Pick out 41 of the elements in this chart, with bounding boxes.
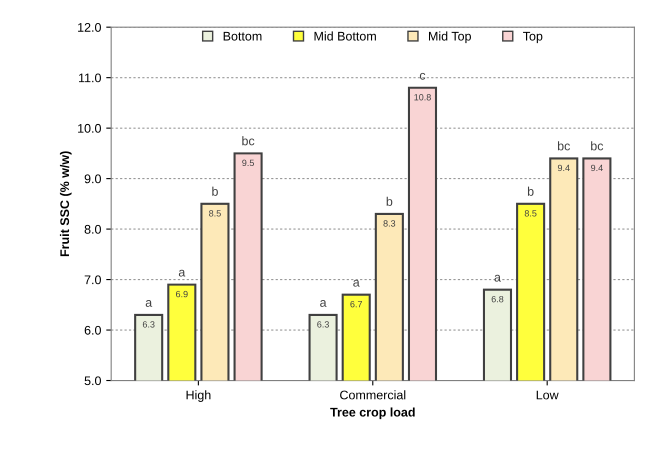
legend-label: Mid Bottom: [314, 31, 376, 41]
annotation: a: [178, 270, 186, 277]
x-axis-title: Tree crop load: [330, 407, 415, 420]
legend-label: Top: [523, 32, 542, 44]
annotation: b: [528, 186, 534, 196]
annotation: b: [212, 186, 218, 196]
data-label: 8.3: [383, 220, 396, 227]
annotation: bc: [591, 141, 604, 150]
y-tick-label: 7.0: [84, 275, 101, 284]
data-label: 6.3: [142, 321, 155, 328]
data-label: 9.5: [242, 160, 254, 166]
annotation: b: [386, 196, 392, 206]
data-label: 9.4: [558, 164, 570, 172]
y-tick-label: 8.0: [84, 224, 101, 234]
data-label: 6.9: [176, 290, 188, 298]
annotation: bc: [558, 141, 570, 150]
data-label: 6.3: [317, 321, 329, 328]
annotation: c: [420, 72, 426, 80]
data-label: 8.5: [209, 210, 221, 217]
legend-label: Bottom: [224, 32, 262, 41]
y-tick-label: 12.0: [78, 22, 101, 32]
data-label: 6.7: [350, 301, 362, 308]
annotation: a: [146, 300, 152, 307]
x-tick-label: Commercial: [340, 390, 406, 400]
y-axis-title: Fruit SSC (% w/w): [60, 151, 72, 256]
y-tick-label: 6.0: [84, 326, 101, 335]
legend-label: Mid Top: [428, 31, 471, 44]
data-label: 8.5: [524, 210, 537, 217]
annotation: a: [494, 274, 501, 282]
y-tick-label: 9.0: [84, 174, 101, 184]
data-label: 10.8: [414, 94, 431, 100]
y-tick-label: 11.0: [79, 73, 101, 82]
annotation: a: [353, 280, 360, 287]
y-tick-label: 5.0: [84, 376, 101, 386]
annotation: a: [320, 300, 327, 307]
x-tick-label: Low: [536, 390, 559, 400]
data-label: 6.8: [492, 296, 504, 302]
data-label: 9.4: [591, 164, 603, 172]
x-tick-label: High: [186, 390, 210, 402]
annotation: bc: [242, 136, 254, 146]
y-tick-label: 10.0: [78, 124, 101, 133]
